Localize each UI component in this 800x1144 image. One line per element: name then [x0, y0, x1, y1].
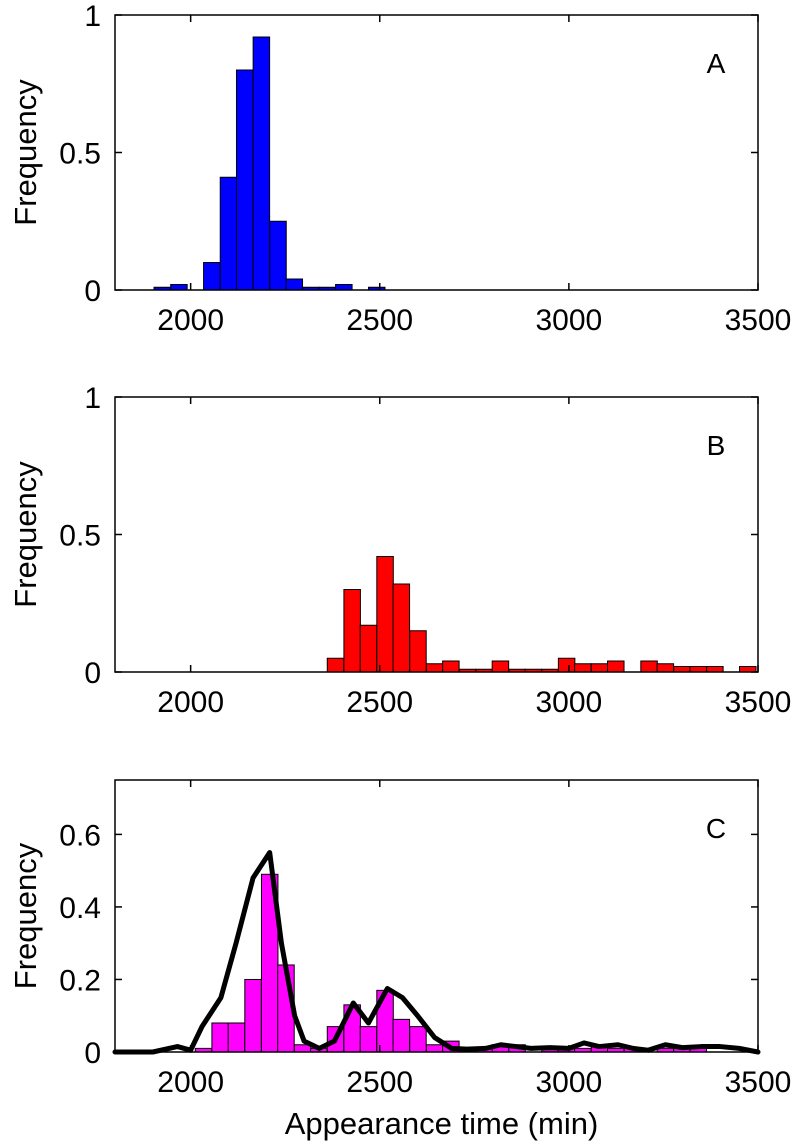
x-tick-label-c-2: 3000	[536, 1066, 603, 1099]
y-tick-label-b-0: 0	[84, 657, 101, 690]
y-tick-label-b-1: 0.5	[59, 520, 101, 553]
x-tick-label-a-0: 2000	[157, 304, 224, 337]
bar-b-4	[392, 583, 411, 673]
bar-b-1	[343, 589, 361, 673]
bar-b-19	[656, 663, 675, 673]
bar-b-21	[689, 666, 707, 673]
bar-b-16	[590, 663, 609, 673]
bar-b-2	[359, 624, 378, 673]
density-line-c	[112, 850, 761, 1055]
panel-c: 2000 2500 3000 3500 0 0.2 0.4 0.6 Frequency C Appe…	[8, 779, 792, 1141]
bar-c-12	[392, 1018, 411, 1053]
bar-a-3	[219, 176, 238, 291]
y-tick-label-c-1: 0.2	[59, 964, 101, 997]
x-tick-label-a-1: 2500	[346, 304, 413, 337]
bar-b-6	[425, 663, 444, 673]
y-axis-label-c: Frequency	[8, 842, 43, 989]
bar-a-7	[285, 278, 304, 291]
x-tick-label-a-2: 3000	[536, 304, 603, 337]
bar-b-0	[326, 657, 345, 673]
y-axis-label-b: Frequency	[8, 461, 43, 608]
bar-b-23	[739, 666, 757, 673]
bar-a-5	[252, 36, 271, 291]
bar-b-5	[409, 630, 427, 673]
panel-label-c: C	[706, 813, 726, 844]
axes-box-b	[114, 396, 759, 673]
panel-label-a: A	[707, 48, 726, 79]
panel-label-b: B	[707, 430, 726, 461]
bar-c-1	[211, 1022, 229, 1053]
x-tick-label-b-3: 3500	[725, 686, 792, 719]
bar-b-7	[442, 660, 460, 673]
bar-a-2	[203, 262, 221, 291]
bar-c-10	[359, 1026, 378, 1053]
x-tick-label-c-3: 3500	[725, 1066, 792, 1099]
bar-c-13	[409, 1026, 427, 1053]
x-axis-label-c: Appearance time (min)	[285, 1106, 599, 1141]
y-tick-label-a-1: 0.5	[59, 138, 101, 171]
bar-b-14	[557, 657, 576, 673]
bar-b-18	[640, 660, 658, 673]
bar-c-2	[227, 1022, 246, 1053]
bar-a-1	[170, 284, 188, 291]
bar-b-22	[706, 666, 724, 673]
axes-box-a	[114, 14, 759, 291]
y-tick-label-c-0: 0	[84, 1037, 101, 1070]
y-tick-label-a-2: 1	[84, 0, 101, 33]
bar-a-6	[269, 220, 287, 291]
bar-a-4	[235, 69, 254, 291]
y-tick-label-b-2: 1	[84, 382, 101, 415]
panel-b: 2000 2500 3000 3500 0 0.5 1 Frequency B	[8, 382, 791, 719]
y-axis-label-a: Frequency	[8, 79, 43, 226]
bar-b-15	[574, 663, 592, 673]
x-tick-label-a-3: 3500	[725, 304, 792, 337]
bar-b-3	[376, 556, 394, 673]
panel-a: 2000 2500 3000 3500 0 0.5 1 Frequency A	[8, 0, 791, 337]
x-tick-label-b-2: 3000	[536, 686, 603, 719]
bar-b-17	[607, 660, 625, 673]
y-tick-label-c-3: 0.6	[59, 819, 101, 852]
x-tick-label-b-0: 2000	[157, 686, 224, 719]
y-tick-label-c-2: 0.4	[59, 892, 101, 925]
y-tick-label-a-0: 0	[84, 275, 101, 308]
bar-c-14	[425, 1044, 444, 1053]
x-tick-label-c-1: 2500	[346, 1066, 413, 1099]
bar-b-10	[491, 660, 510, 673]
x-tick-label-b-1: 2500	[346, 686, 413, 719]
x-tick-label-c-0: 2000	[157, 1066, 224, 1099]
axes-box-c	[114, 779, 759, 1053]
bar-b-20	[673, 666, 691, 673]
bar-c-3	[244, 978, 262, 1053]
bar-a-10	[335, 284, 353, 291]
